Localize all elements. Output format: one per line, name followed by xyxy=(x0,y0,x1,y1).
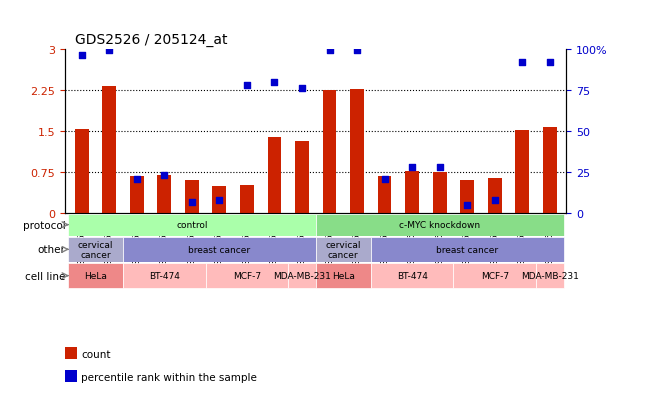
Point xyxy=(132,176,142,183)
Bar xyxy=(268,138,281,214)
Text: cell line: cell line xyxy=(25,271,66,281)
Point xyxy=(517,59,527,66)
Bar xyxy=(460,181,474,214)
Text: c-MYC knockdown: c-MYC knockdown xyxy=(399,221,480,230)
Bar xyxy=(240,185,254,214)
Bar xyxy=(405,172,419,214)
FancyBboxPatch shape xyxy=(316,214,564,236)
Point xyxy=(352,48,362,55)
Text: GDS2526 / 205124_at: GDS2526 / 205124_at xyxy=(75,33,228,47)
FancyBboxPatch shape xyxy=(68,214,316,236)
Text: breast cancer: breast cancer xyxy=(188,245,251,254)
Bar xyxy=(158,176,171,214)
Point xyxy=(104,48,115,55)
Bar xyxy=(130,176,144,214)
Text: cervical
cancer: cervical cancer xyxy=(77,240,113,259)
Text: count: count xyxy=(81,349,111,359)
FancyBboxPatch shape xyxy=(123,237,316,262)
Text: cervical
cancer: cervical cancer xyxy=(326,240,361,259)
Bar xyxy=(543,127,557,214)
Text: BT-474: BT-474 xyxy=(396,271,428,280)
FancyBboxPatch shape xyxy=(123,263,206,289)
FancyBboxPatch shape xyxy=(371,263,454,289)
Text: MDA-MB-231: MDA-MB-231 xyxy=(273,271,331,280)
Point xyxy=(187,199,197,205)
Text: other: other xyxy=(38,245,66,255)
Point xyxy=(407,164,417,171)
Point xyxy=(324,48,335,55)
Point xyxy=(434,164,445,171)
Bar xyxy=(378,176,391,214)
Point xyxy=(76,53,87,59)
Bar xyxy=(212,186,227,214)
Text: protocol: protocol xyxy=(23,220,66,230)
Point xyxy=(297,85,307,92)
Text: control: control xyxy=(176,221,208,230)
FancyBboxPatch shape xyxy=(288,263,316,289)
Bar xyxy=(516,131,529,214)
Bar xyxy=(488,178,502,214)
Bar xyxy=(350,90,364,214)
Text: MCF-7: MCF-7 xyxy=(233,271,261,280)
Point xyxy=(270,79,280,85)
Point xyxy=(545,59,555,66)
Bar xyxy=(433,173,447,214)
Text: MCF-7: MCF-7 xyxy=(480,271,509,280)
FancyBboxPatch shape xyxy=(316,237,371,262)
FancyBboxPatch shape xyxy=(206,263,288,289)
Bar xyxy=(102,87,116,214)
FancyBboxPatch shape xyxy=(68,237,123,262)
Point xyxy=(214,197,225,204)
FancyBboxPatch shape xyxy=(536,263,564,289)
Point xyxy=(380,176,390,183)
Text: percentile rank within the sample: percentile rank within the sample xyxy=(81,372,257,382)
Text: MDA-MB-231: MDA-MB-231 xyxy=(521,271,579,280)
Text: breast cancer: breast cancer xyxy=(436,245,498,254)
Text: BT-474: BT-474 xyxy=(149,271,180,280)
Bar xyxy=(295,141,309,214)
Text: HeLa: HeLa xyxy=(332,271,355,280)
FancyBboxPatch shape xyxy=(316,263,371,289)
FancyBboxPatch shape xyxy=(68,263,123,289)
FancyBboxPatch shape xyxy=(454,263,536,289)
Bar xyxy=(323,90,337,214)
Point xyxy=(490,197,500,204)
Point xyxy=(462,202,473,209)
Text: HeLa: HeLa xyxy=(84,271,107,280)
Bar xyxy=(185,181,199,214)
Point xyxy=(159,173,169,179)
Point xyxy=(242,82,252,89)
FancyBboxPatch shape xyxy=(371,237,564,262)
Bar xyxy=(75,130,89,214)
